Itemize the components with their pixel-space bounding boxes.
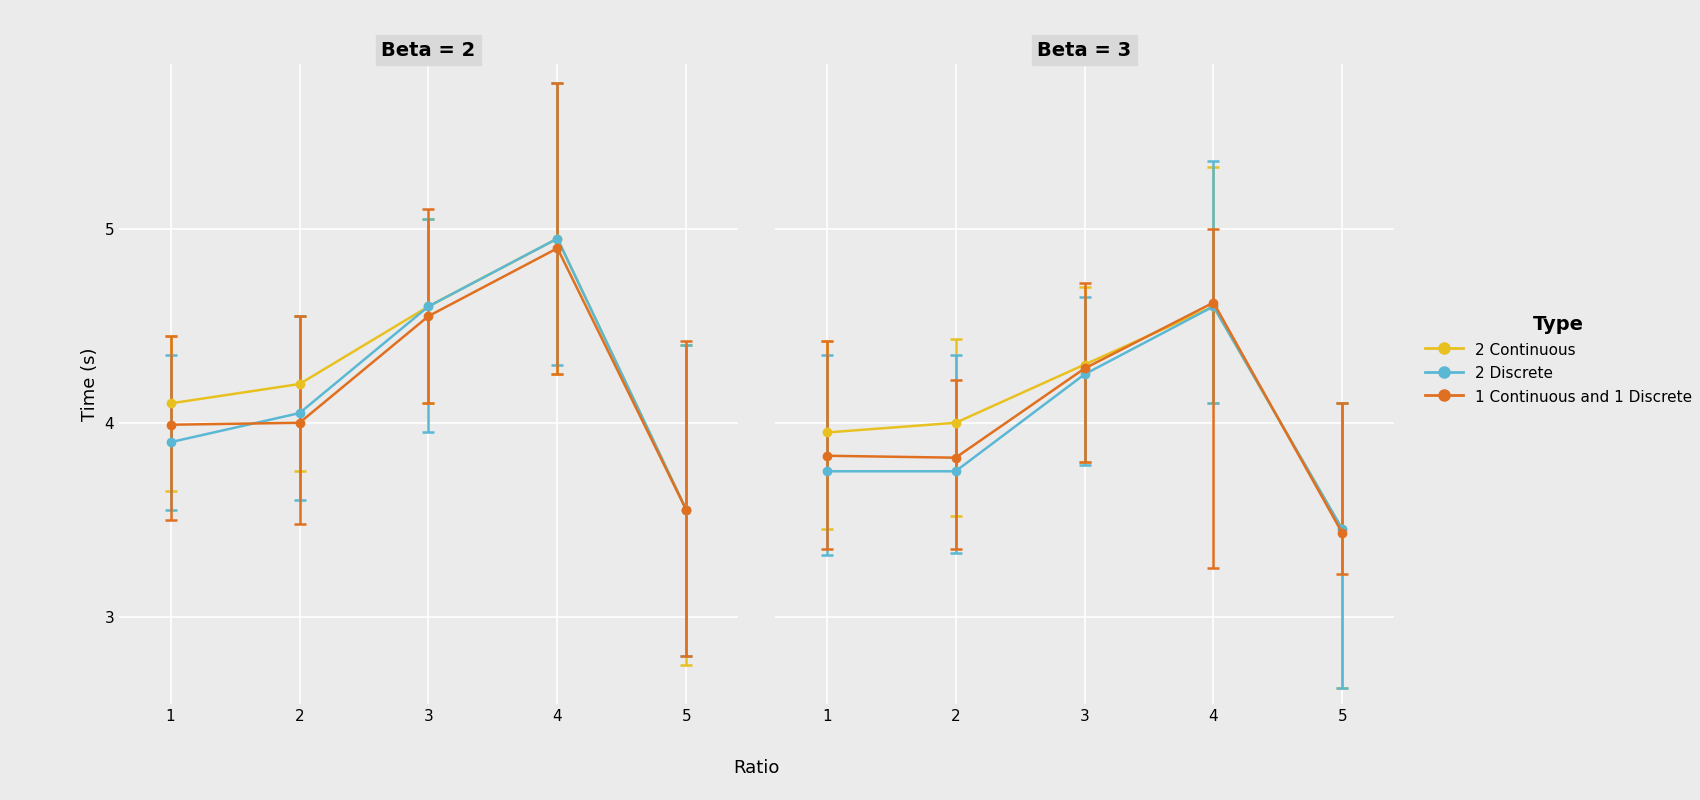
Title: Beta = 2: Beta = 2	[381, 41, 476, 60]
Y-axis label: Time (s): Time (s)	[82, 347, 99, 421]
Legend: 2 Continuous, 2 Discrete, 1 Continuous and 1 Discrete: 2 Continuous, 2 Discrete, 1 Continuous a…	[1418, 309, 1698, 411]
Title: Beta = 3: Beta = 3	[1037, 41, 1132, 60]
Text: Ratio: Ratio	[733, 759, 780, 777]
